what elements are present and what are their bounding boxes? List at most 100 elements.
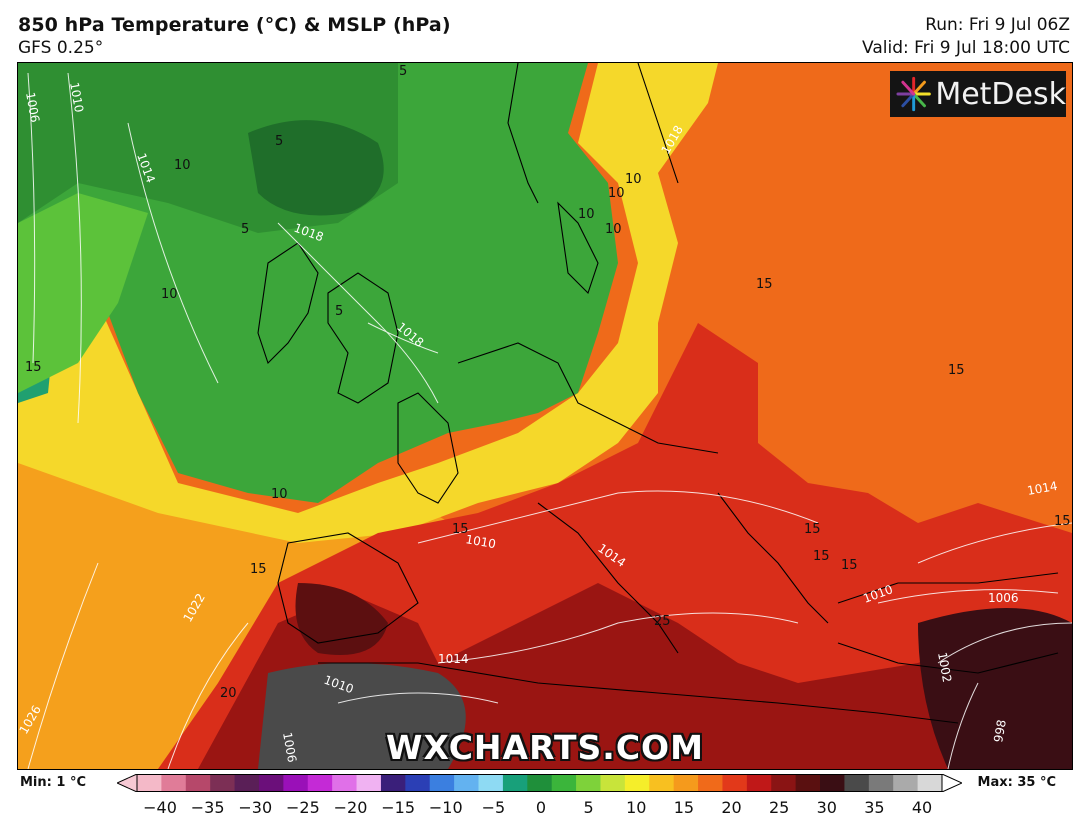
color-scale-bar <box>117 774 962 792</box>
temp-label: 5 <box>275 134 283 149</box>
metdesk-starburst-icon <box>896 76 931 112</box>
yellow-zone <box>18 63 718 543</box>
weather-map: 5 5 5 5 10 10 10 10 10 10 10 15 15 15 15… <box>17 62 1073 770</box>
temp-label: 15 <box>25 360 42 375</box>
color-scale-cell <box>795 774 821 792</box>
legend-min-label: Min: 1 °C <box>20 775 86 790</box>
color-scale-cell <box>551 774 577 792</box>
sahara-extreme-core <box>258 663 466 769</box>
temp-label: 15 <box>452 522 469 537</box>
model-label: GFS 0.25° <box>18 38 104 58</box>
temp-label: 5 <box>399 64 407 79</box>
color-scale-cell <box>698 774 723 792</box>
color-scale-cell <box>356 774 382 792</box>
isobar-label: 1010 <box>464 532 497 551</box>
legend-tick-label: −40 <box>143 798 177 817</box>
legend-tick-label: 0 <box>535 798 547 817</box>
isobars <box>27 72 1072 769</box>
color-scale-cell <box>771 774 797 792</box>
color-scale-cell <box>527 774 553 792</box>
temp-label: 5 <box>241 222 249 237</box>
temp-label: 10 <box>174 158 191 173</box>
color-scale-cell <box>429 774 455 792</box>
temp-label: 10 <box>608 186 625 201</box>
middle-east-hot-core <box>918 608 1072 769</box>
legend-tick-label: 35 <box>864 798 885 817</box>
temp-label: 10 <box>271 487 288 502</box>
color-scale-cell <box>210 774 236 792</box>
legend-tick-label: 30 <box>816 798 837 817</box>
legend-tick-label: −20 <box>333 798 368 817</box>
legend-tick-label: 10 <box>626 798 647 817</box>
isobar-label: 1006 <box>988 591 1019 605</box>
scale-left-arrow <box>117 774 138 792</box>
cold-core-north-sea <box>248 120 384 216</box>
legend-tick-label: 15 <box>673 798 695 817</box>
iberia-hot-core <box>295 583 388 655</box>
color-scale-cell <box>258 774 284 792</box>
metdesk-logo: MetDesk <box>890 71 1066 117</box>
color-scale-cell <box>307 774 333 792</box>
temp-label: 20 <box>220 686 237 701</box>
chart-title: 850 hPa Temperature (°C) & MSLP (hPa) <box>18 14 451 36</box>
color-scale-cell <box>576 774 601 792</box>
metdesk-logo-text: MetDesk <box>935 76 1066 112</box>
scale-right-arrow <box>941 774 962 792</box>
temp-label: 15 <box>813 549 830 564</box>
isobar-label: 1014 <box>1026 479 1059 498</box>
isobar-label: 1014 <box>438 652 469 666</box>
color-scale-cell <box>649 774 675 792</box>
legend-tick-label: −25 <box>285 798 320 817</box>
temp-label: 15 <box>250 562 267 577</box>
color-scale-cell <box>624 774 650 792</box>
temp-label: 10 <box>161 287 178 302</box>
temp-label: 15 <box>948 363 965 378</box>
temperature-labels: 5 5 5 5 10 10 10 10 10 10 10 15 15 15 15… <box>25 64 1071 701</box>
color-scale-cell <box>746 774 772 792</box>
color-scale-cell <box>332 774 358 792</box>
legend-tick-label: 40 <box>911 798 933 817</box>
isobar-label: 1006 <box>23 91 42 124</box>
coastlines <box>257 63 1059 724</box>
color-scale-cell <box>820 774 845 792</box>
color-scale-cell <box>868 774 894 792</box>
temp-label: 15 <box>841 558 858 573</box>
color-scale-cell <box>380 774 406 792</box>
color-scale-cell <box>600 774 626 792</box>
legend-tick-label: −15 <box>381 798 416 817</box>
legend-tick-label: −30 <box>238 798 273 817</box>
light-green-patch <box>18 193 148 393</box>
run-time-label: Run: Fri 9 Jul 06Z <box>925 15 1070 35</box>
temp-label: 10 <box>625 172 642 187</box>
legend-tick-label: −35 <box>190 798 225 817</box>
color-scale-cell <box>478 774 504 792</box>
color-scale-cell <box>893 774 919 792</box>
temp-label: 10 <box>605 222 622 237</box>
color-scale-cell <box>722 774 748 792</box>
color-scale-cell <box>502 774 528 792</box>
temp-label: 5 <box>335 304 343 319</box>
color-scale-cell <box>917 774 943 792</box>
color-scale-cell <box>454 774 480 792</box>
wxcharts-watermark: WXCHARTS.COM <box>386 728 704 767</box>
temp-label: 15 <box>1054 514 1071 529</box>
color-scale-cell <box>844 774 870 792</box>
legend-tick-label: −5 <box>481 798 506 817</box>
isobar-label: 998 <box>991 719 1009 744</box>
color-scale-cell <box>405 774 431 792</box>
isobar-label: 1002 <box>935 651 954 684</box>
valid-time-label: Valid: Fri 9 Jul 18:00 UTC <box>862 38 1070 58</box>
legend-tick-label: 5 <box>583 798 594 817</box>
temp-label: 15 <box>804 522 821 537</box>
color-scale-cell <box>283 774 309 792</box>
color-scale-cell <box>137 774 162 792</box>
temp-label: 15 <box>756 277 773 292</box>
legend-tick-label: 20 <box>721 798 742 817</box>
color-scale-cell <box>234 774 260 792</box>
temperature-field: 5 5 5 5 10 10 10 10 10 10 10 15 15 15 15… <box>18 63 1072 769</box>
isobar-label: 1006 <box>280 731 299 764</box>
isobar-label: 1010 <box>67 81 86 114</box>
legend-max-label: Max: 35 °C <box>977 775 1056 790</box>
temp-label: 10 <box>578 207 595 222</box>
color-scale-cells <box>136 774 943 792</box>
